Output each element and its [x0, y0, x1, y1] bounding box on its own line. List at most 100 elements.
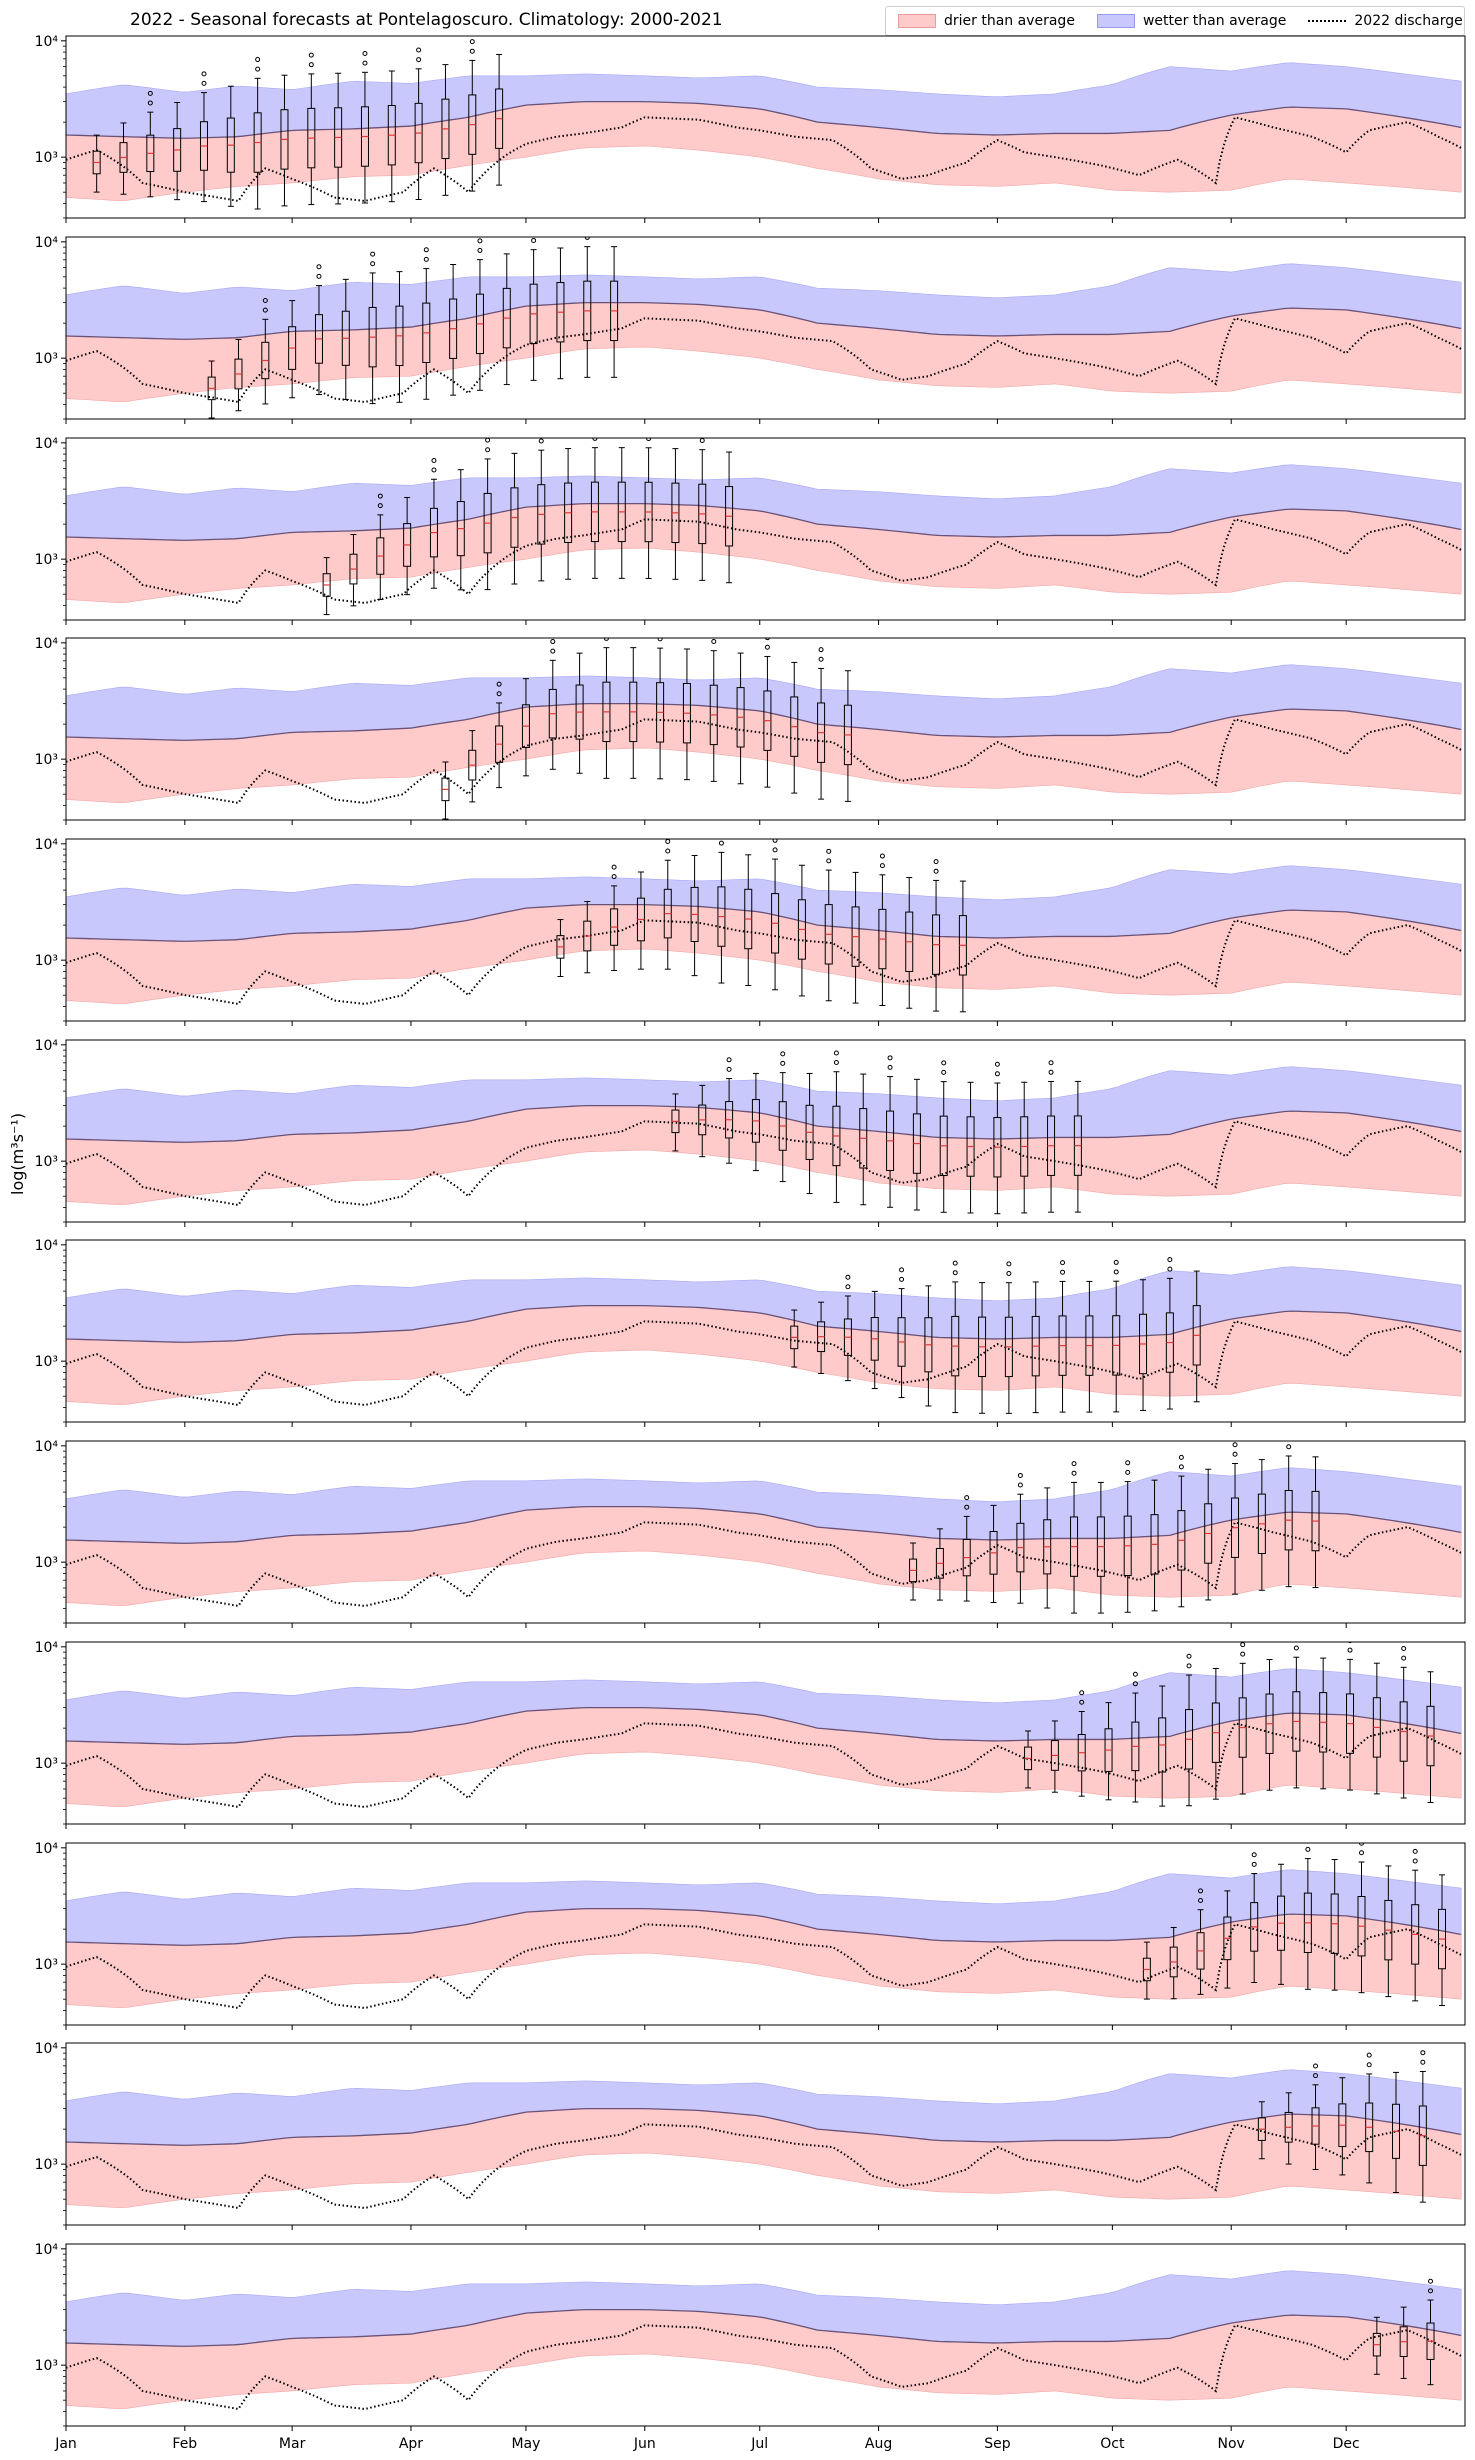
- boxplot-outlier: [1305, 1846, 1311, 1852]
- y-tick-label: 10³: [35, 351, 58, 367]
- discharge-2022-line: [66, 1320, 1462, 1407]
- x-tick-label: Dec: [1333, 2436, 1360, 2452]
- x-tick-label: Oct: [1100, 2436, 1125, 2452]
- boxplot-outlier: [1167, 1266, 1173, 1272]
- discharge-2022-line: [66, 2324, 1462, 2411]
- y-tick-label: 10⁴: [35, 2041, 59, 2057]
- y-tick-label: 10⁴: [35, 1038, 59, 1054]
- boxplot-outlier: [477, 238, 483, 244]
- boxplot-outlier: [1060, 1260, 1066, 1266]
- panel-frame: [65, 35, 1466, 219]
- boxplot-outlier: [845, 1274, 851, 1280]
- forecast-boxplots: [322, 427, 734, 616]
- panel-frame: [65, 1440, 1466, 1624]
- boxplot-outlier: [952, 1270, 958, 1276]
- x-tick-label: Sep: [984, 2436, 1011, 2452]
- forecast-boxplots: [207, 237, 619, 419]
- boxplot-outlier: [1125, 1469, 1131, 1475]
- discharge-line-swatch: [1308, 20, 1347, 22]
- boxplot-outlier: [1132, 1671, 1138, 1677]
- boxplot-outlier: [531, 237, 537, 243]
- boxplot-outlier: [933, 868, 939, 874]
- forecast-panel-9: 10³ 10⁴: [35, 1636, 1466, 1829]
- boxplot-outlier: [899, 1276, 905, 1282]
- x-tick-label: Jan: [54, 2436, 77, 2452]
- forecast-panel-8: 10³ 10⁴: [35, 1439, 1466, 1628]
- boxplot-outlier: [1167, 1257, 1173, 1263]
- boxplot-outlier: [477, 247, 483, 253]
- discharge-2022-line: [66, 116, 1462, 203]
- x-tick-label: Jun: [633, 2436, 656, 2452]
- boxplot-outlier: [726, 1057, 732, 1063]
- boxplot-outlier: [255, 66, 261, 72]
- boxplot-outlier: [496, 691, 502, 697]
- boxplot-outlier: [1401, 1646, 1407, 1652]
- boxplot-outlier: [308, 52, 314, 58]
- climatology-median-line: [66, 2309, 1462, 2347]
- boxplot-outlier: [1048, 1069, 1054, 1075]
- chart-title: 2022 - Seasonal forecasts at Pontelagosc…: [130, 10, 723, 30]
- boxplot-outlier: [647, 427, 651, 431]
- boxplot-outlier: [646, 438, 652, 442]
- boxplot-outlier: [1198, 1888, 1204, 1894]
- forecast-panel-6: 10³ 10⁴: [35, 1038, 1466, 1227]
- climatology-median-line: [66, 1908, 1462, 1946]
- boxplot-outlier: [147, 100, 153, 106]
- boxplot-outlier: [933, 859, 939, 865]
- boxplot-outlier: [780, 1051, 786, 1057]
- boxplot-outlier: [772, 839, 778, 843]
- boxplot-outlier: [1079, 1690, 1085, 1696]
- y-tick-label: 10³: [35, 1957, 58, 1973]
- boxplot-outlier: [362, 51, 368, 57]
- boxplot-outlier: [994, 1071, 1000, 1077]
- boxplot-outlier: [1286, 1444, 1292, 1450]
- boxplot-outlier: [1178, 1454, 1184, 1460]
- y-tick-label: 10⁴: [35, 235, 59, 251]
- boxplot-outlier: [201, 80, 207, 86]
- x-tick-label: May: [511, 2436, 540, 2452]
- boxplot-outlier: [1294, 1636, 1298, 1640]
- climatology-median-line: [66, 1305, 1462, 1343]
- boxplot-outlier: [469, 39, 475, 45]
- discharge-2022-line: [66, 1120, 1462, 1207]
- boxplot-outlier: [1071, 1470, 1077, 1476]
- boxplot-outlier: [469, 48, 475, 54]
- y-tick-label: 10³: [35, 752, 58, 768]
- boxplot-outlier: [262, 298, 268, 304]
- boxplot-outlier: [994, 1061, 1000, 1067]
- legend-wetter: wetter than average: [1096, 13, 1286, 29]
- y-tick-label: 10³: [35, 1354, 58, 1370]
- boxplot-outlier: [726, 1066, 732, 1072]
- boxplot-outlier: [879, 863, 885, 869]
- climatology-median-line: [66, 503, 1462, 541]
- boxplot-outlier: [764, 644, 770, 650]
- boxplot-outlier: [887, 1055, 893, 1061]
- panel-frame: [65, 1842, 1466, 2026]
- boxplot-outlier: [1313, 2073, 1319, 2079]
- boxplot-outlier: [718, 840, 724, 846]
- boxplot-outlier: [712, 630, 716, 634]
- boxplot-outlier: [1306, 1838, 1310, 1842]
- boxplot-outlier: [1198, 1897, 1204, 1903]
- boxplot-outlier: [711, 638, 717, 644]
- discharge-2022-line: [66, 518, 1462, 605]
- boxplot-outlier: [1412, 1858, 1418, 1864]
- forecast-panel-4: 10³ 10⁴: [35, 630, 1466, 825]
- boxplot-outlier: [1113, 1269, 1119, 1275]
- boxplot-outlier: [147, 90, 153, 96]
- panel-frame: [65, 2243, 1466, 2427]
- boxplot-outlier: [1347, 1642, 1353, 1644]
- boxplot-outlier: [665, 848, 671, 854]
- boxplot-outlier: [416, 57, 422, 63]
- panel-frame: [65, 1239, 1466, 1423]
- legend-drier: drier than average: [898, 13, 1075, 29]
- forecast-boxplots: [909, 1442, 1320, 1614]
- boxplot-outlier: [377, 493, 383, 499]
- legend-drier-label: drier than average: [944, 13, 1075, 29]
- boxplot-outlier: [431, 457, 437, 463]
- boxplot-outlier: [1347, 1647, 1353, 1653]
- boxplot-outlier: [1060, 1269, 1066, 1275]
- boxplot-outlier: [377, 503, 383, 509]
- boxplot-outlier: [262, 307, 268, 313]
